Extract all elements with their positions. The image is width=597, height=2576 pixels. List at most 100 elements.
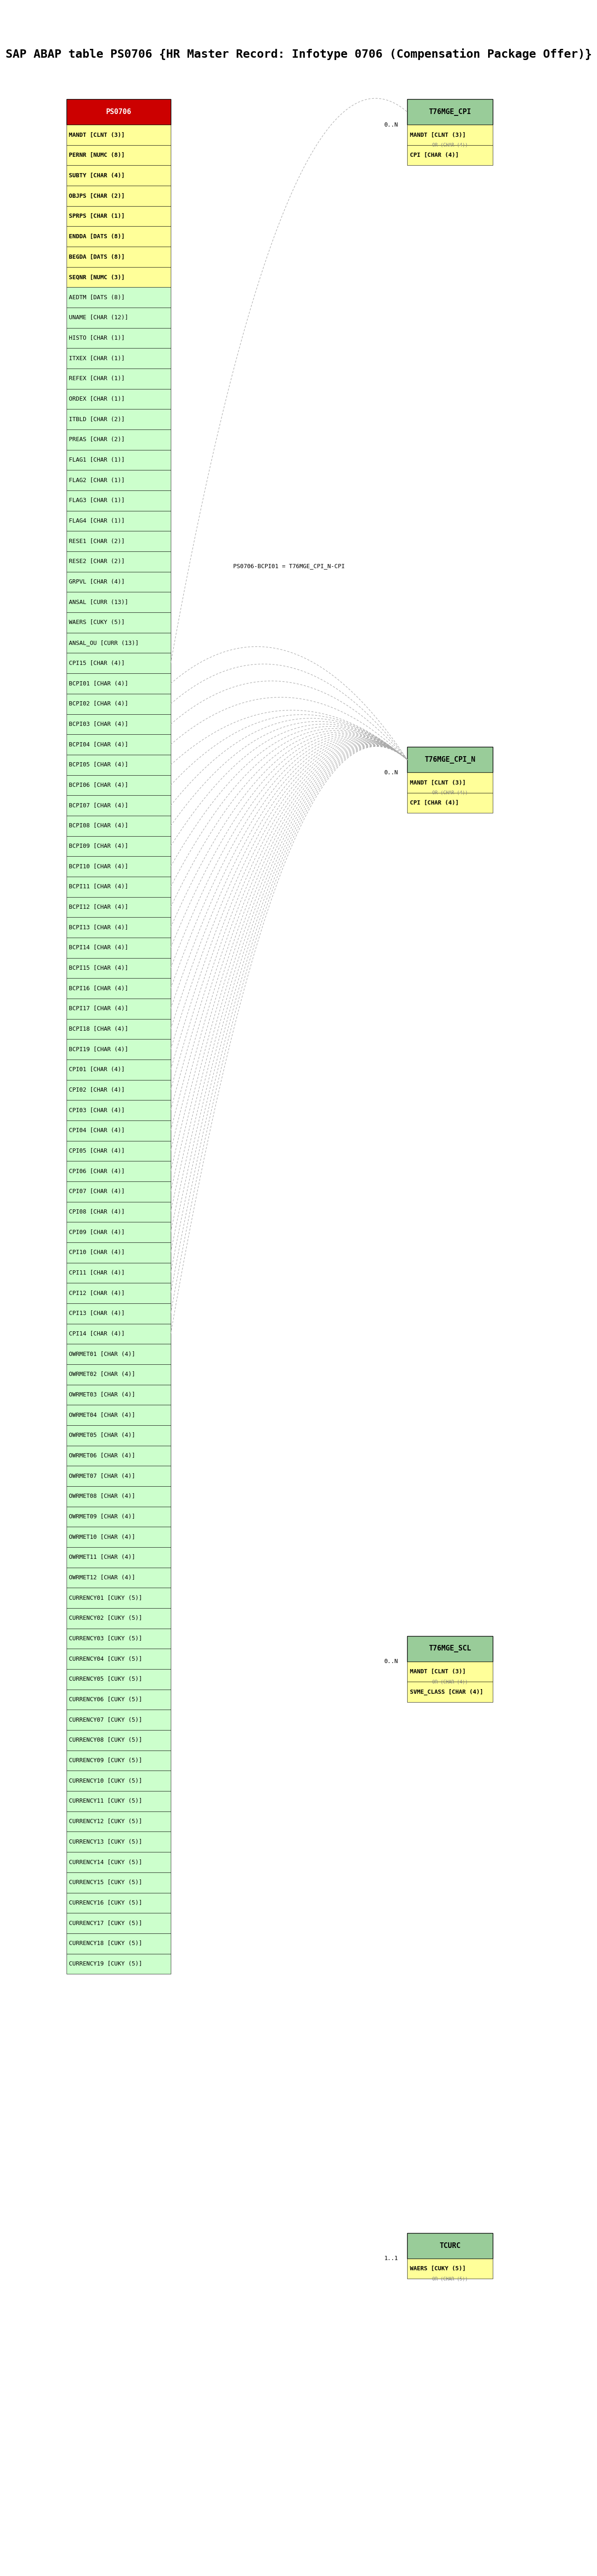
Text: BCPI12 [CHAR (4)]: BCPI12 [CHAR (4)] [69,904,128,909]
Text: OR (CHAR (4)): OR (CHAR (4)) [432,1680,468,1685]
Text: T76MGE_CPI_N: T76MGE_CPI_N [424,755,475,762]
FancyBboxPatch shape [407,1636,493,1662]
FancyBboxPatch shape [66,268,171,289]
FancyBboxPatch shape [66,1303,171,1324]
Text: CURRENCY15 [CUKY (5)]: CURRENCY15 [CUKY (5)] [69,1880,142,1886]
FancyBboxPatch shape [66,917,171,938]
Text: SAP ABAP table PS0706 {HR Master Record: Infotype 0706 (Compensation Package Off: SAP ABAP table PS0706 {HR Master Record:… [5,49,592,59]
FancyBboxPatch shape [66,1182,171,1203]
FancyBboxPatch shape [407,773,493,793]
Text: CPI10 [CHAR (4)]: CPI10 [CHAR (4)] [69,1249,125,1255]
Text: MANDT [CLNT (3)]: MANDT [CLNT (3)] [69,131,125,139]
Text: CURRENCY11 [CUKY (5)]: CURRENCY11 [CUKY (5)] [69,1798,142,1803]
Text: CPI02 [CHAR (4)]: CPI02 [CHAR (4)] [69,1087,125,1092]
FancyBboxPatch shape [66,1466,171,1486]
FancyBboxPatch shape [66,1935,171,1953]
FancyBboxPatch shape [407,793,493,814]
FancyBboxPatch shape [66,1790,171,1811]
FancyBboxPatch shape [407,2259,493,2280]
Text: BCPI05 [CHAR (4)]: BCPI05 [CHAR (4)] [69,762,128,768]
FancyBboxPatch shape [66,1386,171,1404]
Text: BCPI06 [CHAR (4)]: BCPI06 [CHAR (4)] [69,783,128,788]
Text: CURRENCY06 [CUKY (5)]: CURRENCY06 [CUKY (5)] [69,1698,142,1703]
Text: BCPI19 [CHAR (4)]: BCPI19 [CHAR (4)] [69,1046,128,1054]
Text: OWRMET11 [CHAR (4)]: OWRMET11 [CHAR (4)] [69,1553,135,1561]
FancyBboxPatch shape [66,1528,171,1548]
Text: TCURC: TCURC [439,2241,461,2249]
FancyBboxPatch shape [66,1365,171,1386]
FancyBboxPatch shape [66,693,171,714]
Text: PERNR [NUMC (8)]: PERNR [NUMC (8)] [69,152,125,157]
FancyBboxPatch shape [66,551,171,572]
FancyBboxPatch shape [66,1100,171,1121]
Text: ANSAL_OU [CURR (13)]: ANSAL_OU [CURR (13)] [69,639,139,647]
FancyBboxPatch shape [66,1770,171,1790]
Text: CURRENCY09 [CUKY (5)]: CURRENCY09 [CUKY (5)] [69,1757,142,1765]
Text: CURRENCY05 [CUKY (5)]: CURRENCY05 [CUKY (5)] [69,1677,142,1682]
FancyBboxPatch shape [66,1914,171,1935]
Text: CURRENCY08 [CUKY (5)]: CURRENCY08 [CUKY (5)] [69,1736,142,1744]
FancyBboxPatch shape [66,1079,171,1100]
FancyBboxPatch shape [66,1283,171,1303]
Text: FLAG2 [CHAR (1)]: FLAG2 [CHAR (1)] [69,477,125,484]
Text: OWRMET03 [CHAR (4)]: OWRMET03 [CHAR (4)] [69,1391,135,1399]
Text: BCPI07 [CHAR (4)]: BCPI07 [CHAR (4)] [69,804,128,809]
FancyBboxPatch shape [66,1669,171,1690]
Text: CPI08 [CHAR (4)]: CPI08 [CHAR (4)] [69,1208,125,1216]
Text: CPI14 [CHAR (4)]: CPI14 [CHAR (4)] [69,1332,125,1337]
Text: FLAG1 [CHAR (1)]: FLAG1 [CHAR (1)] [69,456,125,464]
FancyBboxPatch shape [66,1324,171,1345]
FancyBboxPatch shape [407,124,493,144]
Text: CPI [CHAR (4)]: CPI [CHAR (4)] [410,152,458,157]
Text: CURRENCY19 [CUKY (5)]: CURRENCY19 [CUKY (5)] [69,1960,142,1968]
FancyBboxPatch shape [66,1587,171,1607]
FancyBboxPatch shape [66,1507,171,1528]
FancyBboxPatch shape [66,1607,171,1628]
Text: ITXEX [CHAR (1)]: ITXEX [CHAR (1)] [69,355,125,361]
FancyBboxPatch shape [66,1262,171,1283]
FancyBboxPatch shape [66,634,171,654]
Text: FLAG3 [CHAR (1)]: FLAG3 [CHAR (1)] [69,497,125,505]
FancyBboxPatch shape [66,714,171,734]
FancyBboxPatch shape [407,144,493,165]
FancyBboxPatch shape [66,1242,171,1262]
FancyBboxPatch shape [66,327,171,348]
Text: BCPI08 [CHAR (4)]: BCPI08 [CHAR (4)] [69,822,128,829]
Text: BCPI14 [CHAR (4)]: BCPI14 [CHAR (4)] [69,945,128,951]
Text: SEQNR [NUMC (3)]: SEQNR [NUMC (3)] [69,273,125,281]
Text: SPRPS [CHAR (1)]: SPRPS [CHAR (1)] [69,214,125,219]
FancyBboxPatch shape [66,1059,171,1079]
Text: CURRENCY10 [CUKY (5)]: CURRENCY10 [CUKY (5)] [69,1777,142,1785]
Text: WAERS [CUKY (5)]: WAERS [CUKY (5)] [69,621,125,626]
FancyBboxPatch shape [66,1649,171,1669]
FancyBboxPatch shape [66,1486,171,1507]
FancyBboxPatch shape [66,979,171,999]
Text: MANDT [CLNT (3)]: MANDT [CLNT (3)] [410,1669,466,1674]
Text: BEGDA [DATS (8)]: BEGDA [DATS (8)] [69,255,125,260]
Text: OR (CHAR (5)): OR (CHAR (5)) [432,2277,468,2282]
FancyBboxPatch shape [66,165,171,185]
Text: BCPI11 [CHAR (4)]: BCPI11 [CHAR (4)] [69,884,128,889]
Text: CURRENCY13 [CUKY (5)]: CURRENCY13 [CUKY (5)] [69,1839,142,1844]
FancyBboxPatch shape [66,206,171,227]
Text: CURRENCY12 [CUKY (5)]: CURRENCY12 [CUKY (5)] [69,1819,142,1824]
Text: BCPI03 [CHAR (4)]: BCPI03 [CHAR (4)] [69,721,128,726]
Text: RESE2 [CHAR (2)]: RESE2 [CHAR (2)] [69,559,125,564]
FancyBboxPatch shape [66,451,171,471]
FancyBboxPatch shape [66,938,171,958]
Text: CPI09 [CHAR (4)]: CPI09 [CHAR (4)] [69,1229,125,1236]
Text: FLAG4 [CHAR (1)]: FLAG4 [CHAR (1)] [69,518,125,523]
Text: OR (CHAR (4)): OR (CHAR (4)) [432,791,468,796]
FancyBboxPatch shape [407,2233,493,2259]
Text: OWRMET08 [CHAR (4)]: OWRMET08 [CHAR (4)] [69,1494,135,1499]
FancyBboxPatch shape [66,837,171,855]
Text: PS0706: PS0706 [106,108,131,116]
Text: 0..N: 0..N [384,121,398,129]
Text: CPI11 [CHAR (4)]: CPI11 [CHAR (4)] [69,1270,125,1275]
FancyBboxPatch shape [66,896,171,917]
Text: CURRENCY14 [CUKY (5)]: CURRENCY14 [CUKY (5)] [69,1860,142,1865]
FancyBboxPatch shape [66,348,171,368]
Text: OWRMET01 [CHAR (4)]: OWRMET01 [CHAR (4)] [69,1352,135,1358]
Text: WAERS [CUKY (5)]: WAERS [CUKY (5)] [410,2267,466,2272]
FancyBboxPatch shape [66,1038,171,1059]
